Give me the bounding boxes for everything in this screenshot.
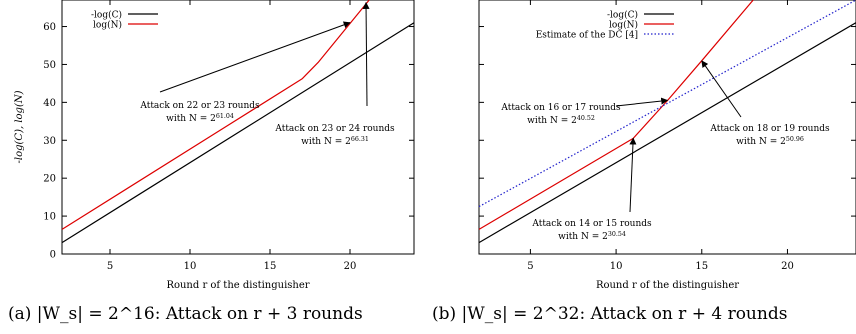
series-line-0 [61,22,415,244]
x-tick-label: 5 [527,261,533,272]
caption-a: (a) |W_s| = 2^16: Attack on r + 3 rounds [8,304,363,324]
annotation-arrow [615,97,669,107]
annotation-text: Attack on 23 or 24 rounds [274,124,395,134]
annotation-text: Attack on 18 or 19 rounds [709,124,830,134]
annotation-text: with N = 230.54 [558,231,626,243]
annotation-arrow [362,1,370,107]
y-tick-label: 10 [43,212,56,223]
y-tick-label: 30 [43,136,56,147]
annotation-text: with N = 266.31 [301,136,369,148]
legend-label: -log(C) [607,10,638,21]
y-tick-label: 0 [50,250,56,261]
series-line-1 [61,0,370,230]
annotation-arrow [629,137,637,213]
series-line-1 [478,0,754,230]
annotation-text: with N = 261.04 [166,113,234,125]
chart-a: 5 10 15 20 0 10 20 30 40 50 60 Round r of the disti… [14,0,415,291]
x-tick-label: 15 [264,261,277,272]
chart-b: 5 10 15 20 Round r of the distinguisher -log(… [478,0,856,291]
annotation-text: Attack on 14 or 15 rounds [531,219,652,229]
x-axis-label: Round r of the distinguisher [596,280,739,291]
figure: 5 10 15 20 0 10 20 30 40 50 60 Round r of the disti… [14,0,856,291]
series-line-0 [478,22,856,244]
x-tick-label: 20 [781,261,794,272]
legend-label: log(N) [609,20,638,31]
annotation-text: with N = 250.96 [736,136,804,148]
legend-label: Estimate of the DC [4] [536,31,638,41]
y-tick-label: 20 [43,174,56,185]
x-tick-label: 10 [184,261,197,272]
y-axis-label: -log(C), log(N) [14,90,25,163]
annotation-arrow [701,60,742,118]
y-tick-label: 60 [43,22,56,33]
plot-frame [61,0,415,255]
plot-frame [478,0,856,255]
annotation-text: with N = 240.52 [527,115,595,127]
x-axis-label: Round r of the distinguisher [166,280,309,291]
x-tick-label: 10 [610,261,623,272]
x-tick-label: 5 [107,261,113,272]
x-tick-label: 15 [695,261,708,272]
legend-label: log(N) [93,20,122,31]
annotation-text: Attack on 22 or 23 rounds [139,101,260,111]
y-tick-label: 40 [43,98,56,109]
x-tick-label: 20 [344,261,357,272]
caption-b: (b) |W_s| = 2^32: Attack on r + 4 rounds [432,304,788,324]
annotation-text: Attack on 16 or 17 rounds [500,103,621,113]
annotation-arrow [159,21,351,93]
legend-label: -log(C) [91,10,122,21]
y-tick-label: 50 [43,60,56,71]
